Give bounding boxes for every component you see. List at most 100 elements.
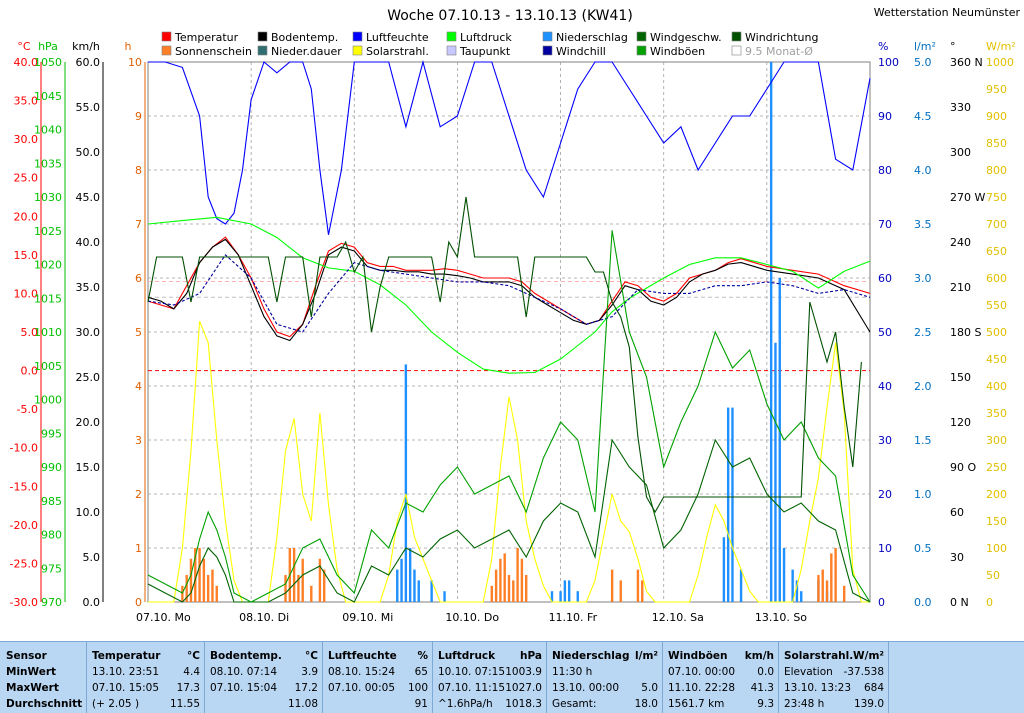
bar-sonnenschein: [843, 585, 846, 602]
right-tick-label: 70: [878, 218, 892, 231]
bar-sonnenschein: [194, 548, 197, 602]
stat-header-label: Windböen: [668, 650, 728, 662]
bar-niederschlag: [800, 591, 803, 602]
series-taupunkt: [147, 254, 871, 333]
x-tick-label: 13.10. So: [755, 611, 807, 624]
bar-niederschlag: [563, 580, 567, 602]
stat-header: Sensor: [6, 648, 82, 664]
legend-swatch: [161, 31, 172, 42]
left-axis-unit: °C: [17, 40, 31, 53]
right-tick-label: 20: [878, 488, 892, 501]
legend-swatch: [731, 45, 742, 56]
bar-niederschlag: [791, 569, 794, 602]
bar-sonnenschein: [215, 585, 218, 602]
right-axis-unit: l/m²: [914, 40, 936, 53]
left-tick-label: 1035: [34, 157, 62, 170]
x-tick-label: 11.10. Fr: [549, 611, 598, 624]
stat-row: Durchschnitt: [6, 696, 82, 712]
stat-cell-value: 17.3: [176, 682, 200, 694]
bar-niederschlag: [443, 591, 446, 602]
bar-niederschlag: [413, 569, 416, 602]
right-tick-label: 5.0: [914, 56, 932, 69]
stat-row: 10.10. 07:15 1003.9: [438, 664, 542, 680]
series-windben: [147, 230, 871, 603]
legend-swatch: [257, 31, 268, 42]
legend-label: Windchill: [556, 45, 606, 58]
legend-label: Taupunkt: [459, 45, 511, 58]
left-tick-label: 975: [41, 562, 62, 575]
stat-cell-label: 13.10. 13:23: [784, 682, 851, 694]
stat-cell-value: 3.9: [301, 666, 318, 678]
right-tick-label: 0.0: [914, 596, 932, 609]
right-tick-label: 180 S: [950, 326, 981, 339]
stat-cell-label: 23:48 h: [784, 698, 825, 710]
right-tick-label: 10: [878, 542, 892, 555]
stat-cell-label: Durchschnitt: [6, 698, 83, 710]
bar-sonnenschein: [318, 558, 322, 602]
right-tick-label: 250: [986, 461, 1007, 474]
bar-niederschlag: [404, 364, 408, 602]
bar-sonnenschein: [284, 575, 287, 602]
left-tick-label: 1010: [34, 326, 62, 339]
x-tick-label: 08.10. Di: [239, 611, 289, 624]
stat-cell-label: 10.10. 07:15: [438, 666, 505, 678]
stat-row: MaxWert: [6, 680, 82, 696]
legend-swatch: [352, 31, 363, 42]
legend-label: Windgeschw.: [650, 31, 722, 44]
left-tick-label: 6: [135, 272, 142, 285]
legend-swatch: [731, 31, 742, 42]
right-tick-label: 550: [986, 299, 1007, 312]
right-tick-label: 1.0: [914, 488, 932, 501]
left-tick-label: 0: [135, 596, 142, 609]
stat-cell-label: (+ 2.05 ): [92, 698, 140, 710]
stat-cell-label: 11.10. 22:28: [668, 682, 735, 694]
left-axis-unit: km/h: [72, 40, 100, 53]
bar-sonnenschein: [830, 553, 833, 602]
stat-column-solar: Solarstrahl. W/m² Elevation -37.538 13.10. 1…: [778, 642, 889, 713]
bar-sonnenschein: [516, 548, 519, 602]
stat-header: Bodentemp. °C: [210, 648, 318, 664]
left-tick-label: 1020: [34, 259, 62, 272]
bar-sonnenschein: [292, 548, 296, 602]
bar-niederschlag: [774, 342, 777, 602]
stat-cell-value: 139.0: [853, 698, 884, 710]
left-tick-label: 55.0: [76, 101, 101, 114]
stat-column-soil: Bodentemp. °C 08.10. 07:14 3.9 07.10. 15:04 1…: [204, 642, 323, 713]
stat-row: 08.10. 15:24 65: [328, 664, 428, 680]
stat-cell-value: 1027.0: [505, 682, 542, 694]
right-tick-label: 30: [878, 434, 892, 447]
stat-cell-label: 07.10. 11:15: [438, 682, 505, 694]
bar-sonnenschein: [512, 580, 515, 602]
right-tick-label: 4.0: [914, 164, 932, 177]
left-tick-label: 7: [135, 218, 142, 231]
stat-column-gust: Windböen km/h 07.10. 00:00 0.0 11.10. 22:28 4…: [662, 642, 779, 713]
bar-sonnenschein: [323, 569, 326, 602]
left-tick-label: 20.0: [76, 416, 101, 429]
right-tick-label: 650: [986, 245, 1007, 258]
stat-cell-value: 91: [414, 698, 428, 710]
stat-cell-value: 18.0: [634, 698, 658, 710]
left-tick-label: 1025: [34, 225, 62, 238]
legend-swatch: [257, 45, 268, 56]
bar-sonnenschein: [189, 558, 193, 602]
stat-cell-value: 11.08: [287, 698, 318, 710]
stat-header-unit: %: [417, 650, 428, 662]
bar-niederschlag: [795, 580, 799, 602]
stat-header: Windböen km/h: [668, 648, 774, 664]
left-tick-label: -25.0: [10, 557, 38, 570]
stat-cell-label: 11:30 h: [552, 666, 593, 678]
bar-niederschlag: [722, 537, 726, 602]
chart-title: Woche 07.10.13 - 13.10.13 (KW41): [387, 8, 633, 24]
left-tick-label: 995: [41, 427, 62, 440]
bar-sonnenschein: [181, 585, 184, 602]
bar-sonnenschein: [185, 575, 188, 602]
stat-row: (+ 2.05 ) 11.55: [92, 696, 200, 712]
right-tick-label: 0: [986, 596, 993, 609]
series-windrichtung: [147, 196, 862, 514]
bar-sonnenschein: [297, 575, 300, 602]
stat-cell-label: 07.10. 00:05: [328, 682, 395, 694]
left-tick-label: 15.0: [14, 249, 39, 262]
left-tick-label: 20.0: [14, 210, 39, 223]
left-tick-label: -30.0: [10, 596, 38, 609]
legend-swatch: [542, 31, 553, 42]
